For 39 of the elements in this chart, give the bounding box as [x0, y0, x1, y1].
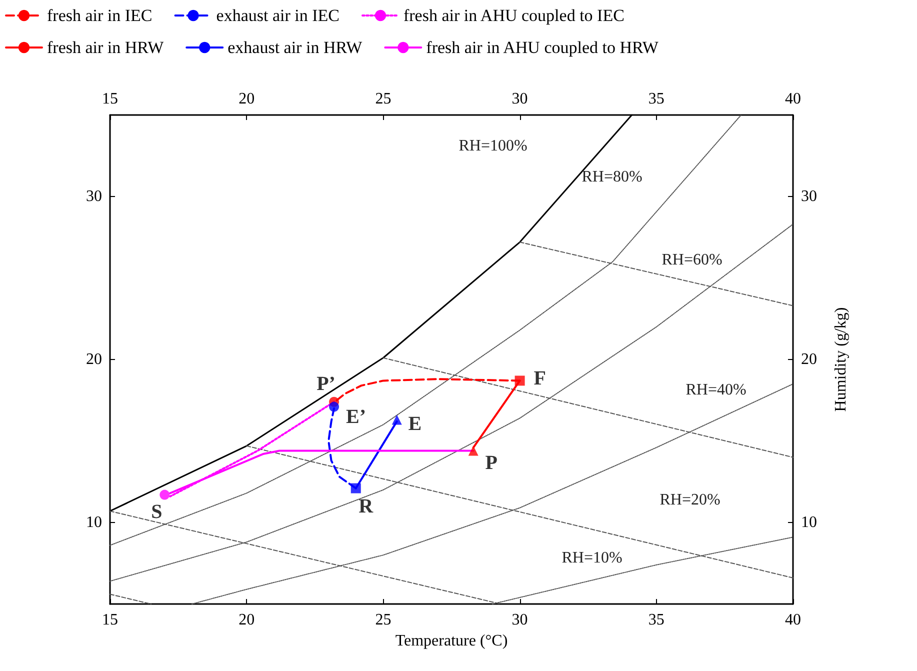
legend-label: fresh air in HRW [47, 38, 165, 57]
annotation: S [151, 500, 162, 523]
y-tick-label: 30 [86, 188, 102, 205]
annotation: P [485, 452, 498, 474]
y2-tick-label: 10 [801, 514, 817, 531]
legend-label: fresh air in AHU coupled to IEC [403, 6, 624, 25]
annotation: E’ [346, 406, 366, 428]
legend-label: exhaust air in HRW [228, 38, 364, 57]
annotation: RH=40% [686, 382, 746, 398]
legend-label: exhaust air in IEC [216, 6, 340, 25]
annotation: RH=20% [660, 492, 720, 508]
legend-label: fresh air in AHU coupled to HRW [426, 38, 660, 57]
x2-tick-label: 30 [512, 90, 528, 108]
x2-tick-label: 15 [102, 90, 118, 108]
y2-tick-label: 20 [801, 351, 817, 368]
x-tick-label: 40 [785, 612, 801, 628]
x-axis-title: Temperature (°C) [395, 632, 508, 650]
annotation: E [408, 412, 422, 435]
x-tick-label: 35 [648, 612, 664, 628]
annotation: RH=100% [458, 138, 528, 154]
x-tick-label: 25 [375, 612, 392, 628]
y2-tick-label: 30 [801, 188, 817, 205]
x-tick-label: 20 [238, 612, 255, 628]
legend-label: fresh air in IEC [47, 6, 152, 25]
x2-tick-label: 25 [375, 90, 392, 108]
annotation: RH=80% [582, 168, 642, 186]
y2-axis-title: Humidity (g/kg) [832, 307, 850, 412]
y-tick-label: 20 [86, 351, 102, 368]
annotation: P’ [316, 372, 336, 395]
x2-tick-label: 40 [785, 90, 801, 108]
annotation: F [534, 368, 546, 390]
x2-tick-label: 35 [648, 90, 664, 108]
x-tick-label: 30 [512, 612, 528, 628]
y-tick-label: 10 [86, 514, 102, 531]
annotation: RH=60% [662, 252, 722, 268]
x-tick-label: 15 [102, 612, 118, 628]
x2-tick-label: 20 [238, 90, 255, 108]
annotation: R [358, 495, 374, 518]
annotation: RH=10% [562, 550, 622, 566]
